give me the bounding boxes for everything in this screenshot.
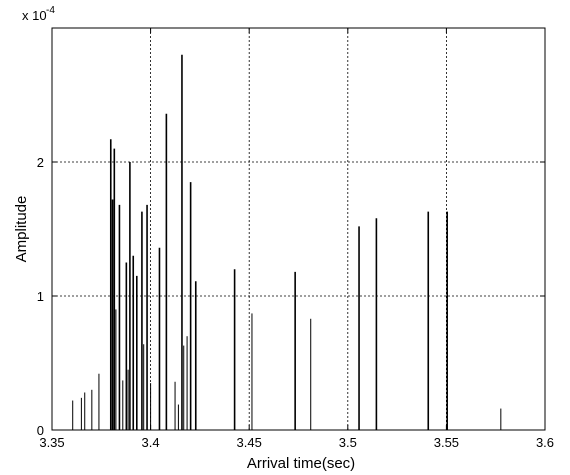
stems	[72, 54, 502, 430]
x-tick-label: 3.6	[536, 435, 554, 450]
x-tick-label: 3.45	[237, 435, 262, 450]
x-tick-label: 3.55	[434, 435, 459, 450]
y-tick-label: 0	[37, 423, 44, 438]
x-axis-label: Arrival time(sec)	[247, 455, 355, 472]
y-axis-label: Amplitude	[13, 196, 30, 263]
plot-frame	[51, 27, 546, 431]
x-tick-label: 3.5	[339, 435, 357, 450]
y-tick-label: 1	[37, 289, 44, 304]
y-tick-label: 2	[37, 155, 44, 170]
y-exponent-power: -4	[46, 5, 55, 16]
x-tick-label: 3.35	[39, 435, 64, 450]
x-tick-label: 3.4	[142, 435, 160, 450]
ticks: 3.35 3.4 3.45 3.5 3.55 3.6 0 1 2	[37, 28, 554, 450]
y-exponent-label: x 10	[22, 8, 47, 23]
